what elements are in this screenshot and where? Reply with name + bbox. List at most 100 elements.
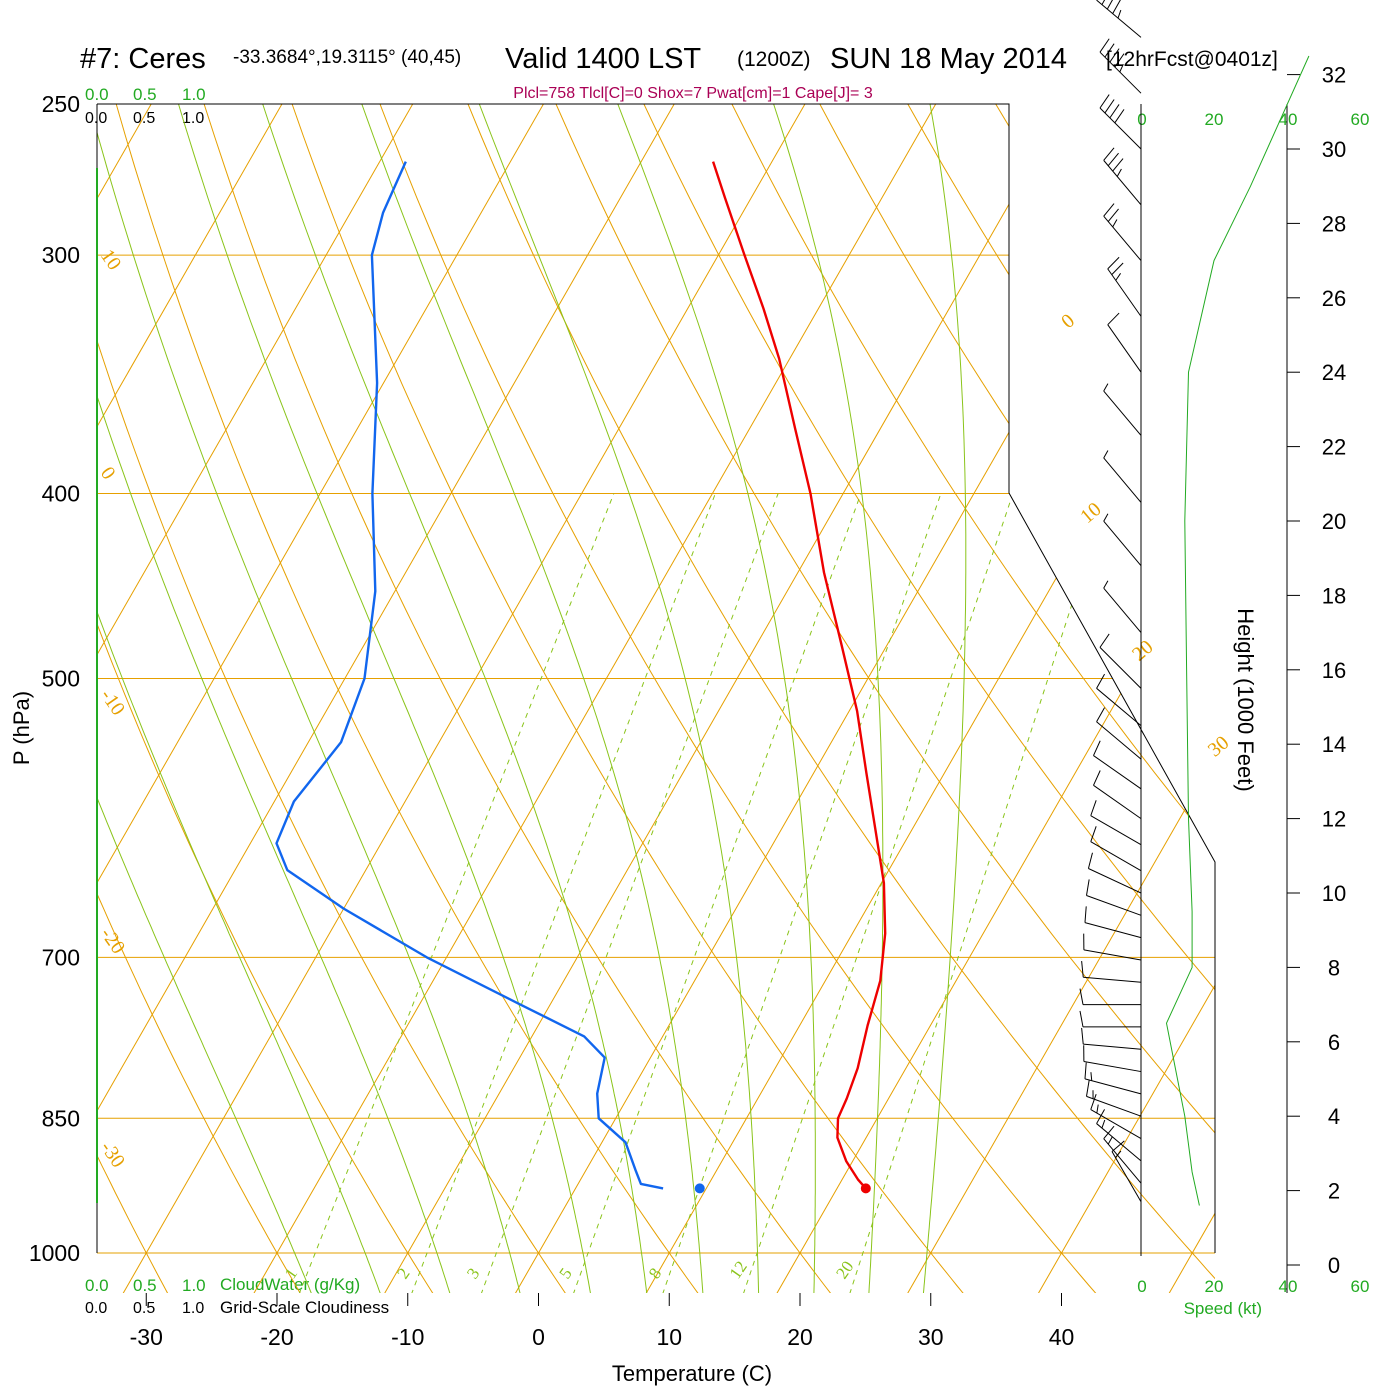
temperature-tick-label: 30 (918, 1324, 944, 1350)
wind-barb (1093, 770, 1142, 820)
valid-time: Valid 1400 LST (505, 43, 701, 75)
wind-barb (1103, 1125, 1142, 1184)
pressure-tick-label: 300 (42, 242, 80, 268)
height-tick-label: 12 (1322, 807, 1346, 832)
wind-barb-staff (1103, 215, 1142, 261)
cloudwater-tick: 1.0 (182, 85, 206, 104)
pressure-ticks: 250 300 400 500 700 850 1000 (29, 91, 80, 1266)
wind-barb-feather (1111, 1140, 1125, 1152)
wind-barb-feather (1096, 673, 1105, 689)
moist-adiabat (97, 104, 408, 1293)
dry-adiabat (97, 104, 483, 1293)
isotherm-label: -30 (96, 1137, 129, 1171)
speed-tick: 0 (1137, 110, 1146, 129)
isotherm-line (97, 104, 695, 1293)
wind-barb-feather (1096, 1109, 1105, 1124)
isotherm-line (733, 104, 1215, 1293)
temperature-ticks: -30 -20 -10 0 10 20 30 40 (130, 1293, 1074, 1350)
isotherm-line (97, 104, 433, 1293)
dry-adiabat (1237, 70, 1400, 1369)
height-tick-label: 28 (1322, 211, 1346, 236)
isotherm-label: 20 (1128, 636, 1157, 666)
wind-barb (1084, 906, 1142, 939)
wind-speed-profile (1165, 55, 1310, 1206)
moist-adiabat (97, 104, 538, 1293)
wind-barb-staff (1090, 841, 1142, 872)
wind-barb-feather (1090, 800, 1097, 816)
wind-barb-staff (1103, 520, 1142, 566)
wind-barb-feather (1087, 852, 1093, 869)
wind-barb-feather (1103, 203, 1115, 217)
height-tick-label: 6 (1328, 1030, 1340, 1055)
dry-adiabat (975, 104, 1215, 1293)
isotherm-label: 0 (96, 463, 120, 484)
dewpoint-line (275, 161, 664, 1190)
wind-barb (1103, 203, 1142, 261)
wind-barb-staff (1096, 1123, 1142, 1162)
dry-adiabat (280, 104, 1027, 1293)
wind-speed-line (1165, 55, 1310, 1206)
surface-dewpoint-point (694, 1183, 705, 1194)
wind-barb-feather (1093, 740, 1101, 756)
wind-barb-feather (1115, 273, 1122, 281)
height-tick-label: 10 (1322, 881, 1346, 906)
speed-tick: 20 (1205, 1277, 1224, 1296)
wind-barb-feather (1114, 53, 1125, 68)
height-tick-label: 8 (1328, 955, 1340, 980)
isotherm-line (863, 104, 1215, 1293)
cloudwater-tick: 1.0 (182, 1276, 206, 1295)
wind-barb-feather (1101, 0, 1106, 5)
height-tick-label: 4 (1328, 1104, 1340, 1129)
wind-barb-staff (1103, 587, 1142, 633)
wind-barb-feather (1081, 960, 1084, 978)
temperature-line (711, 161, 887, 1190)
wind-barb-staff (1103, 457, 1142, 503)
wind-barb-feather (1115, 1150, 1122, 1158)
wind-barb (1099, 38, 1142, 94)
mixing-ratio-label: 3 (463, 1264, 483, 1282)
dry-adiabat (714, 104, 1215, 1293)
cloudiness-label: Grid-Scale Cloudiness (220, 1298, 389, 1317)
wind-barb (1107, 256, 1142, 317)
moist-adiabat (349, 104, 708, 1293)
isotherm-line (1257, 70, 1400, 1369)
wind-barb-feather (1106, 0, 1114, 10)
background-lines (97, 70, 1400, 1369)
wind-barb-feather (1096, 1104, 1099, 1114)
pressure-tick-label: 400 (42, 481, 80, 507)
dry-adiabat (453, 104, 1215, 1293)
height-tick-label: 26 (1322, 286, 1346, 311)
speed-tick: 40 (1279, 1277, 1298, 1296)
isotherm-label: 10 (1076, 498, 1105, 528)
wind-barb-feather (1109, 104, 1120, 119)
cloudwater-tick: 0.0 (85, 85, 109, 104)
pressure-tick-label: 250 (42, 91, 80, 117)
isotherm-line (97, 104, 564, 1293)
wind-barb-staff (1093, 784, 1142, 820)
wind-barb-staff (1084, 1078, 1142, 1095)
height-tick-label: 0 (1328, 1253, 1340, 1278)
wind-barb (1096, 1109, 1142, 1162)
wind-barb-feather (1101, 1119, 1106, 1129)
wind-barb-staff (1083, 1043, 1142, 1050)
wind-barb (1083, 1045, 1142, 1073)
cloudwater-scale-top: 0.0 0.5 1.0 0.0 0.5 1.0 (85, 85, 206, 127)
dry-adiabat (367, 104, 1163, 1293)
pressure-tick-label: 500 (42, 666, 80, 692)
temperature-tick-label: -20 (260, 1324, 293, 1350)
wind-barb-staff (1086, 1095, 1142, 1117)
wind-barb-feather (1114, 109, 1125, 124)
wind-barb-staff (1107, 324, 1142, 373)
moist-adiabat (251, 104, 656, 1293)
wind-barb (1086, 1080, 1142, 1117)
mixing-ratio-label: 12 (726, 1257, 751, 1282)
wind-barb (1090, 1093, 1142, 1139)
isotherm-line (97, 104, 825, 1293)
dry-adiabat (97, 104, 210, 1293)
wind-barb (1090, 800, 1142, 846)
wind-barb (1084, 1062, 1142, 1095)
wind-barb-feather (1099, 94, 1110, 109)
wind-barb-feather (1103, 1125, 1115, 1140)
cloudiness-tick: 0.0 (85, 1300, 107, 1317)
wind-barb-staff (1103, 390, 1142, 436)
